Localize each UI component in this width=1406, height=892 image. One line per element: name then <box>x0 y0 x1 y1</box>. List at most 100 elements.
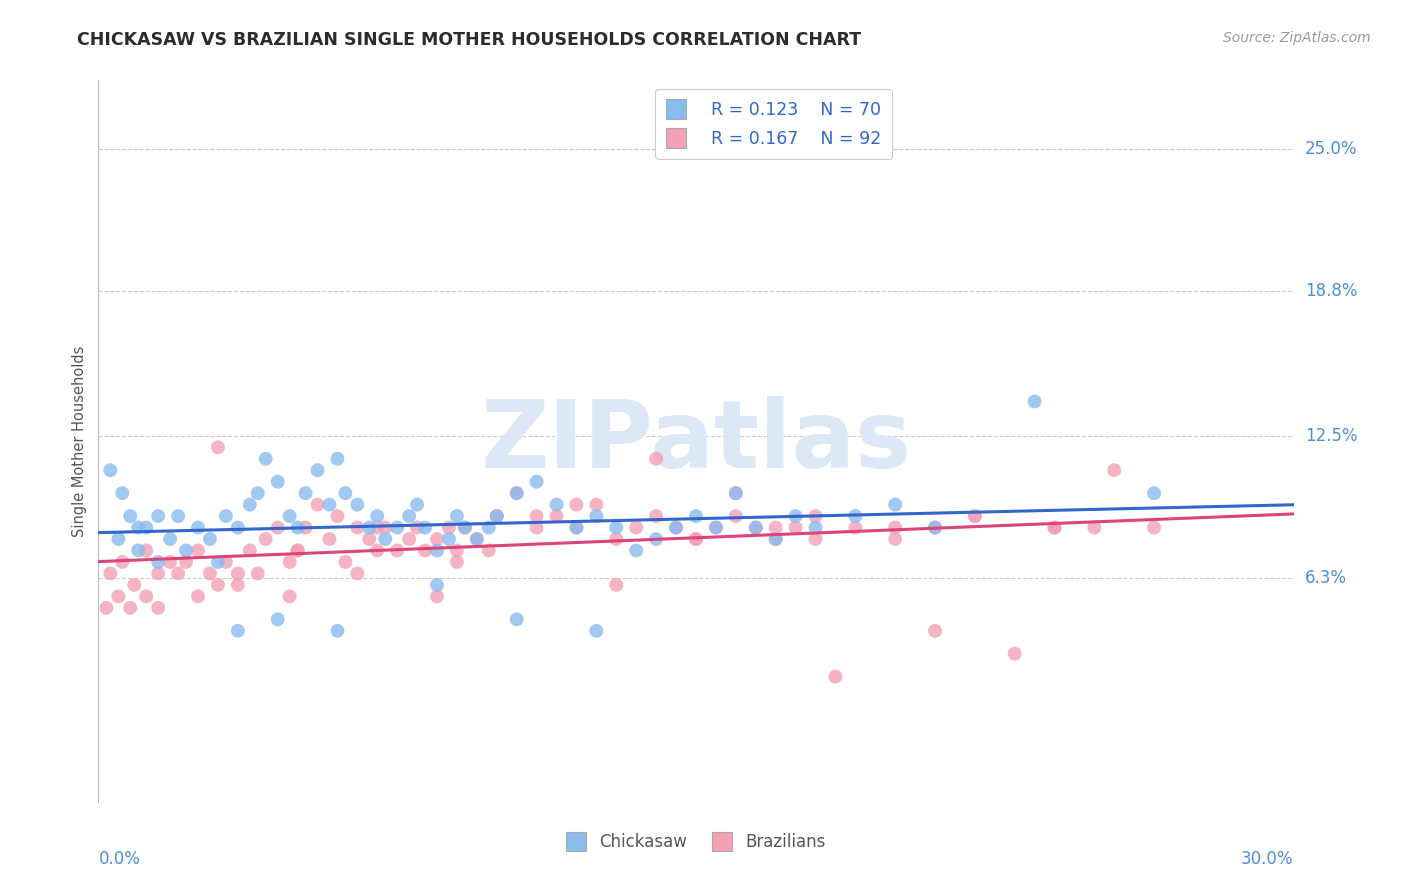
Point <box>187 520 209 534</box>
Point <box>1143 486 1166 500</box>
Legend: Chickasaw, Brazilians: Chickasaw, Brazilians <box>558 823 834 860</box>
Point <box>159 532 181 546</box>
Text: ZIPatlas: ZIPatlas <box>481 395 911 488</box>
Point <box>127 543 149 558</box>
Point <box>278 590 301 604</box>
Point <box>804 509 827 524</box>
Point <box>884 532 907 546</box>
Point <box>215 555 238 569</box>
Point <box>626 543 648 558</box>
Text: 0.0%: 0.0% <box>98 850 141 868</box>
Point <box>446 509 468 524</box>
Point <box>148 509 170 524</box>
Point <box>98 463 122 477</box>
Point <box>1043 520 1066 534</box>
Point <box>167 566 190 581</box>
Point <box>346 498 368 512</box>
Point <box>287 543 309 558</box>
Point <box>526 520 548 534</box>
Point <box>963 509 986 524</box>
Point <box>704 520 727 534</box>
Point <box>478 543 501 558</box>
Point <box>207 440 229 454</box>
Point <box>135 543 157 558</box>
Point <box>565 498 588 512</box>
Point <box>326 509 349 524</box>
Point <box>148 600 170 615</box>
Point <box>685 532 707 546</box>
Point <box>454 520 477 534</box>
Point <box>765 532 787 546</box>
Point <box>287 520 309 534</box>
Point <box>267 520 290 534</box>
Point <box>366 543 388 558</box>
Point <box>335 486 357 500</box>
Point <box>307 463 329 477</box>
Point <box>485 509 508 524</box>
Point <box>107 532 129 546</box>
Point <box>107 590 129 604</box>
Point <box>1083 520 1105 534</box>
Point <box>198 532 221 546</box>
Point <box>685 532 707 546</box>
Point <box>765 520 787 534</box>
Point <box>174 555 197 569</box>
Point <box>346 566 368 581</box>
Point <box>665 520 688 534</box>
Point <box>335 555 357 569</box>
Point <box>278 509 301 524</box>
Point <box>1024 394 1046 409</box>
Point <box>526 475 548 489</box>
Point <box>187 543 209 558</box>
Point <box>645 509 668 524</box>
Point <box>426 578 449 592</box>
Point <box>413 543 436 558</box>
Point <box>884 498 907 512</box>
Point <box>704 520 727 534</box>
Point <box>546 498 568 512</box>
Point <box>565 520 588 534</box>
Point <box>585 509 607 524</box>
Point <box>413 520 436 534</box>
Point <box>485 509 508 524</box>
Point <box>135 590 157 604</box>
Point <box>924 624 946 638</box>
Point <box>665 520 688 534</box>
Point <box>585 498 607 512</box>
Point <box>745 520 768 534</box>
Point <box>366 509 388 524</box>
Point <box>318 532 340 546</box>
Point <box>844 520 866 534</box>
Point <box>724 509 747 524</box>
Point <box>824 670 846 684</box>
Point <box>406 498 429 512</box>
Point <box>318 498 340 512</box>
Point <box>359 520 381 534</box>
Point <box>385 520 409 534</box>
Point <box>120 509 142 524</box>
Point <box>785 509 807 524</box>
Point <box>437 520 460 534</box>
Point <box>454 520 477 534</box>
Point <box>804 520 827 534</box>
Point <box>465 532 488 546</box>
Point <box>844 509 866 524</box>
Text: 12.5%: 12.5% <box>1305 426 1357 445</box>
Point <box>585 624 607 638</box>
Point <box>765 532 787 546</box>
Point <box>374 520 396 534</box>
Point <box>254 532 277 546</box>
Point <box>506 612 529 626</box>
Point <box>246 566 269 581</box>
Point <box>1004 647 1026 661</box>
Point <box>884 520 907 534</box>
Point <box>645 451 668 466</box>
Point <box>267 612 290 626</box>
Point <box>96 600 118 615</box>
Point <box>804 532 827 546</box>
Text: CHICKASAW VS BRAZILIAN SINGLE MOTHER HOUSEHOLDS CORRELATION CHART: CHICKASAW VS BRAZILIAN SINGLE MOTHER HOU… <box>77 31 862 49</box>
Point <box>326 624 349 638</box>
Point <box>98 566 122 581</box>
Point <box>1104 463 1126 477</box>
Point <box>226 624 249 638</box>
